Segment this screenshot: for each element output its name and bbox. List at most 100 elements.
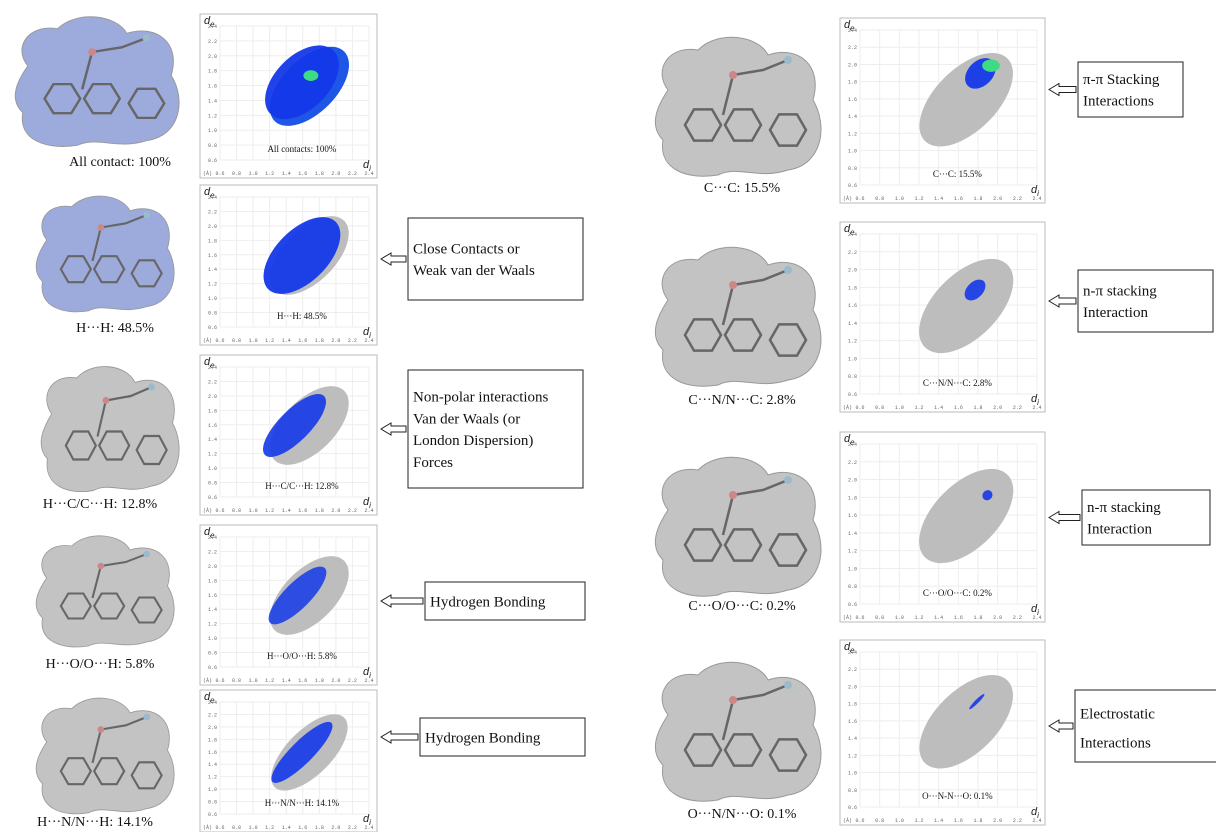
x-tick-label: 1.2 xyxy=(265,171,274,177)
arrow xyxy=(381,253,406,265)
x-tick-label: 0.8 xyxy=(232,508,241,514)
y-tick-label: 1.4 xyxy=(848,114,857,120)
molecule xyxy=(41,367,179,492)
x-tick-label: 2.2 xyxy=(348,508,357,514)
x-tick-label: 0.6 xyxy=(215,825,224,831)
surface xyxy=(655,37,821,176)
x-tick-label: 1.4 xyxy=(282,338,291,344)
figure: All contact: 100%2.42.22.01.81.61.41.21.… xyxy=(0,0,1216,832)
y-tick-label: 1.6 xyxy=(208,593,217,599)
x-axis-sub: i xyxy=(369,164,371,173)
y-tick-label: 1.8 xyxy=(848,80,857,86)
atom-o xyxy=(729,696,737,704)
x-tick-label: 2.0 xyxy=(331,678,340,684)
unit-label: (Å) xyxy=(203,677,212,684)
surface xyxy=(36,536,174,647)
arrow xyxy=(1049,720,1073,732)
x-tick-label: 2.0 xyxy=(993,818,1002,824)
x-axis-sub: i xyxy=(1037,811,1039,820)
x-tick-label: 1.6 xyxy=(954,196,963,202)
x-tick-label: 1.6 xyxy=(954,405,963,411)
arrow xyxy=(381,423,406,435)
x-tick-label: 1.0 xyxy=(895,405,904,411)
x-tick-label: 1.8 xyxy=(315,825,324,831)
x-tick-label: 1.0 xyxy=(895,615,904,621)
arrow xyxy=(381,595,423,607)
callout-box xyxy=(1078,270,1213,332)
y-tick-label: 1.4 xyxy=(208,267,217,273)
unit-label: (Å) xyxy=(843,404,852,411)
x-tick-label: 1.4 xyxy=(934,818,943,824)
surface-label: O···N/N···O: 0.1% xyxy=(688,807,797,822)
callout-text: Non-polar interactions xyxy=(413,390,549,406)
surface xyxy=(655,662,821,801)
atom-o xyxy=(98,563,105,569)
y-tick-label: 2.0 xyxy=(848,478,857,484)
x-axis-sub: i xyxy=(1037,189,1039,198)
y-tick-label: 2.0 xyxy=(848,268,857,274)
y-tick-label: 1.0 xyxy=(208,466,217,472)
y-tick-label: 0.8 xyxy=(208,651,217,657)
y-tick-label: 1.8 xyxy=(208,69,217,75)
surface xyxy=(36,698,174,814)
x-tick-label: 0.8 xyxy=(875,615,884,621)
surface-label: C···C: 15.5% xyxy=(704,181,781,196)
x-tick-label: 1.4 xyxy=(934,405,943,411)
x-tick-label: 1.8 xyxy=(315,338,324,344)
x-tick-label: 1.6 xyxy=(298,508,307,514)
x-tick-label: 1.8 xyxy=(973,818,982,824)
atom-n xyxy=(148,383,155,390)
surface xyxy=(36,196,174,312)
y-tick-label: 0.8 xyxy=(208,481,217,487)
x-tick-label: 1.6 xyxy=(298,825,307,831)
atom-n xyxy=(784,56,792,64)
plot-label: All contacts: 100% xyxy=(267,144,336,154)
x-tick-label: 0.6 xyxy=(855,818,864,824)
atom-o xyxy=(88,48,96,55)
x-tick-label: 0.8 xyxy=(875,196,884,202)
x-tick-label: 1.0 xyxy=(249,171,258,177)
callout-text: Forces xyxy=(413,455,453,471)
y-tick-label: 2.2 xyxy=(848,667,857,673)
y-tick-label: 1.0 xyxy=(848,356,857,362)
x-tick-label: 1.6 xyxy=(954,615,963,621)
x-tick-label: 1.2 xyxy=(914,818,923,824)
callout-text: Van der Waals (or xyxy=(413,411,520,427)
plot-label: H···H: 48.5% xyxy=(277,311,327,321)
surface-label: H···O/O···H: 5.8% xyxy=(46,657,155,672)
x-tick-label: 1.2 xyxy=(265,825,274,831)
y-tick-label: 1.4 xyxy=(848,321,857,327)
y-tick-label: 2.2 xyxy=(208,209,217,215)
x-tick-label: 1.4 xyxy=(282,508,291,514)
atom-n xyxy=(143,551,150,557)
unit-label: (Å) xyxy=(843,614,852,621)
callout-text: π-π Stacking xyxy=(1083,72,1160,88)
surface xyxy=(655,247,821,386)
y-tick-label: 1.8 xyxy=(848,495,857,501)
y-tick-label: 0.6 xyxy=(848,602,857,608)
x-tick-label: 2.2 xyxy=(348,678,357,684)
x-tick-label: 1.2 xyxy=(265,338,274,344)
plot-label: O···N-N···O: 0.1% xyxy=(922,791,993,801)
y-tick-label: 1.4 xyxy=(848,531,857,537)
x-tick-label: 2.0 xyxy=(331,338,340,344)
contact-peak xyxy=(982,59,1000,71)
unit-label: (Å) xyxy=(843,817,852,824)
plot-label: C···C: 15.5% xyxy=(933,169,982,179)
x-tick-label: 1.4 xyxy=(282,171,291,177)
x-tick-label: 1.8 xyxy=(315,678,324,684)
callout-text: Interaction xyxy=(1087,522,1152,538)
arrow xyxy=(1049,84,1076,96)
y-tick-label: 1.6 xyxy=(848,513,857,519)
y-tick-label: 0.6 xyxy=(208,158,217,164)
x-tick-label: 0.6 xyxy=(215,678,224,684)
y-tick-label: 1.6 xyxy=(208,253,217,259)
x-tick-label: 1.4 xyxy=(934,615,943,621)
callout-text: Close Contacts or xyxy=(413,241,520,257)
x-tick-label: 0.6 xyxy=(215,508,224,514)
x-tick-label: 1.0 xyxy=(249,678,258,684)
x-axis-sub: i xyxy=(1037,398,1039,407)
x-tick-label: 2.0 xyxy=(331,171,340,177)
y-tick-label: 1.2 xyxy=(848,339,857,345)
x-tick-label: 0.6 xyxy=(855,615,864,621)
